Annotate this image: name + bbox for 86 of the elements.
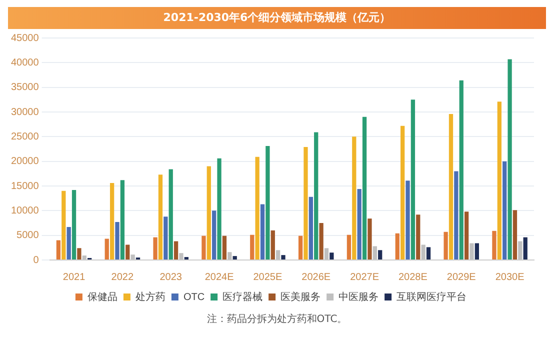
bar	[459, 80, 464, 260]
y-tick-label: 5000	[16, 230, 40, 242]
bar	[319, 223, 324, 260]
bar	[110, 183, 114, 260]
x-tick-label: 2025E	[253, 272, 282, 283]
bar	[406, 180, 410, 260]
bar	[62, 190, 66, 260]
y-tick-label: 30000	[10, 106, 40, 118]
bar	[212, 210, 216, 260]
bar	[304, 147, 308, 260]
x-tick-label: 2028E	[398, 272, 428, 283]
bar	[464, 212, 469, 260]
bar	[115, 222, 120, 260]
bar	[448, 114, 454, 260]
y-tick-label: 10000	[10, 205, 40, 216]
bar	[255, 156, 260, 260]
y-tick-label: 15000	[10, 180, 40, 192]
bar	[512, 210, 518, 260]
bar	[346, 234, 352, 260]
chart-title: 2021-2030年6个细分领域市场规模（亿元）	[8, 7, 546, 29]
bar	[368, 218, 372, 260]
x-tick-label: 2023	[160, 272, 182, 283]
bar	[497, 102, 502, 260]
bar	[72, 190, 76, 260]
bar	[174, 241, 178, 260]
bar	[232, 256, 237, 260]
x-tick-label: 2026E	[302, 272, 331, 283]
bar	[474, 243, 480, 260]
x-tick-label: 2027E	[350, 272, 380, 283]
bar	[104, 238, 109, 260]
bar	[202, 236, 206, 260]
bar	[206, 166, 211, 260]
y-tick-label: 20000	[10, 156, 40, 168]
bar	[330, 252, 334, 260]
bar	[416, 214, 420, 260]
x-tick-label: 2021	[62, 272, 86, 283]
y-tick-label: 45000	[10, 32, 40, 44]
bar	[77, 248, 82, 260]
bar	[66, 226, 71, 260]
bar	[153, 237, 158, 260]
bar	[56, 240, 61, 260]
y-tick-label: 35000	[10, 82, 40, 94]
bar	[400, 126, 405, 260]
x-tick-label: 2030E	[495, 272, 525, 283]
x-tick-label: 2024E	[204, 272, 234, 283]
y-tick-label: 0	[33, 254, 40, 266]
bar	[260, 204, 265, 260]
bar	[444, 232, 448, 260]
bar	[308, 196, 313, 260]
bar	[217, 158, 222, 260]
y-tick-label: 40000	[10, 57, 40, 68]
bar	[426, 247, 431, 260]
bar	[352, 136, 356, 260]
bar	[270, 230, 275, 260]
bar	[120, 180, 125, 260]
bar	[281, 255, 286, 260]
bar	[298, 236, 303, 260]
legend-label: 医疗器械	[222, 290, 263, 303]
legend-label: 互联网医疗平台	[396, 290, 467, 303]
bar	[158, 174, 163, 260]
bar	[314, 132, 318, 260]
bar	[395, 233, 400, 260]
bar	[410, 100, 416, 260]
legend-label: 处方药	[135, 290, 166, 303]
legend-label: 保健品	[87, 292, 118, 303]
x-tick-label: 2022	[111, 272, 134, 283]
bar	[168, 169, 173, 260]
bar	[523, 237, 528, 260]
bar	[266, 146, 270, 260]
text: 注：药品分拆为处方药和OTC。	[206, 312, 348, 326]
bar	[126, 244, 130, 260]
bar	[222, 236, 227, 260]
bar	[502, 161, 507, 260]
bar	[164, 216, 168, 260]
y-tick-label: 25000	[10, 131, 40, 142]
legend-label: OTC	[183, 292, 205, 303]
legend-label: 中医服务	[338, 290, 379, 303]
bar	[362, 116, 367, 260]
bar	[454, 171, 458, 260]
bar	[357, 188, 362, 260]
bar	[508, 59, 512, 260]
bar	[250, 234, 254, 260]
legend-label: 医美服务	[280, 290, 321, 303]
bar	[378, 250, 382, 260]
bar	[492, 230, 496, 260]
x-tick-label: 2029E	[446, 272, 476, 283]
